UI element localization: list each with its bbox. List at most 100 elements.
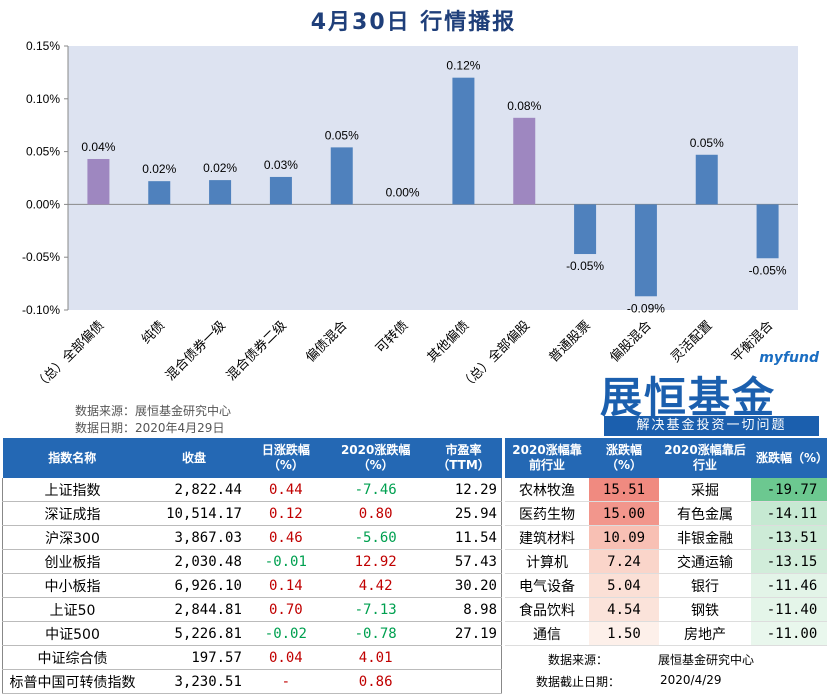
close-value: 2,030.48 — [142, 549, 246, 574]
close-value: 10,514.17 — [142, 501, 246, 526]
top-industry-change: 10.09 — [589, 525, 659, 550]
table-row: 食品饮料 4.54 钢铁 -11.40 — [505, 597, 827, 622]
x-tick-label: 普通股票 — [547, 318, 594, 365]
page-title: 4月30日 行情播报 — [310, 10, 517, 35]
top-industry: 计算机 — [505, 549, 589, 574]
x-tick-label: 混合债券一级 — [162, 318, 228, 384]
top-industry: 医药生物 — [505, 501, 589, 526]
y-tick-label: -0.05% — [22, 250, 60, 264]
bottom-industry-change: -11.00 — [751, 621, 827, 646]
top-industry: 建筑材料 — [505, 525, 589, 550]
table-row: 中小板指 6,926.10 0.14 4.42 30.20 — [2, 573, 502, 598]
close-value: 6,926.10 — [142, 573, 246, 598]
data-label: 0.05% — [325, 128, 359, 142]
brand-logo: myfund 展恒基金 解决基金投资一切问题 — [594, 350, 827, 438]
index-name: 中小板指 — [2, 573, 143, 598]
day-change: 0.70 — [245, 597, 326, 622]
table-row: 建筑材料 10.09 非银金融 -13.51 — [505, 525, 827, 550]
y-tick-label: 0.05% — [26, 145, 60, 159]
pe-value: 30.20 — [425, 573, 502, 598]
day-change: -0.02 — [245, 621, 326, 646]
ytd-change: -5.60 — [325, 525, 426, 550]
pe-value: 25.94 — [425, 501, 502, 526]
bottom-industry: 采掘 — [659, 478, 751, 502]
chart-date: 数据日期：2020年4月29日 — [75, 421, 225, 435]
table-row: 上证50 2,844.81 0.70 -7.13 8.98 — [2, 597, 502, 622]
bottom-industry: 银行 — [659, 573, 751, 598]
top-industry-change: 7.24 — [589, 549, 659, 574]
bar — [148, 181, 171, 205]
x-tick-label: 可转债 — [373, 318, 411, 356]
bar — [269, 176, 292, 205]
data-label: 0.05% — [690, 136, 724, 150]
footer-date-label: 数据截止日期： — [536, 675, 621, 689]
logo-big-text: 展恒基金 — [600, 373, 777, 422]
ytd-change: 4.42 — [325, 573, 426, 598]
bottom-industry: 交通运输 — [659, 549, 751, 574]
data-label: 0.00% — [386, 185, 420, 199]
data-label: -0.09% — [627, 301, 665, 315]
top-industry: 电气设备 — [505, 573, 589, 598]
table-row: 创业板指 2,030.48 -0.01 12.92 57.43 — [2, 549, 502, 574]
bar — [695, 154, 718, 205]
day-change: -0.01 — [245, 549, 326, 574]
index-name: 中证500 — [2, 621, 143, 646]
index-table-header-cell: 日涨跌幅（%） — [245, 438, 326, 478]
bar — [634, 204, 657, 297]
bar — [452, 77, 475, 205]
index-table-header-cell: 指数名称 — [2, 438, 143, 478]
logo-slogan: 解决基金投资一切问题 — [604, 416, 819, 436]
table-row: 上证指数 2,822.44 0.44 -7.46 12.29 — [2, 478, 502, 502]
pe-value: 27.19 — [425, 621, 502, 646]
table-row: 沪深300 3,867.03 0.46 -5.60 11.54 — [2, 525, 502, 550]
bottom-industry: 非银金融 — [659, 525, 751, 550]
bottom-industry-change: -19.77 — [751, 478, 827, 502]
ytd-change: -0.78 — [325, 621, 426, 646]
table-row: 计算机 7.24 交通运输 -13.15 — [505, 549, 827, 574]
logo-small-text: myfund — [759, 350, 819, 366]
data-label: 0.03% — [264, 158, 298, 172]
table-row: 深证成指 10,514.17 0.12 0.80 25.94 — [2, 501, 502, 526]
top-industry: 农林牧渔 — [505, 478, 589, 502]
bottom-industry-change: -13.51 — [751, 525, 827, 550]
close-value: 197.57 — [142, 645, 246, 670]
data-label: 0.08% — [507, 99, 541, 113]
data-label: -0.05% — [749, 263, 787, 277]
bottom-industry-change: -11.46 — [751, 573, 827, 598]
pe-value: 8.98 — [425, 597, 502, 622]
industry-table-header-cell: 2020涨幅靠后行业 — [659, 438, 751, 478]
footer-source-label: 数据来源： — [548, 653, 609, 667]
y-tick-label: -0.10% — [22, 303, 60, 317]
table-row: 中证500 5,226.81 -0.02 -0.78 27.19 — [2, 621, 502, 646]
y-tick-label: 0.10% — [26, 92, 60, 106]
footer-date: 2020/4/29 — [660, 673, 722, 687]
bar — [574, 204, 597, 255]
ytd-change: 0.80 — [325, 501, 426, 526]
index-name: 沪深300 — [2, 525, 143, 550]
index-table-header-cell: 2020涨跌幅（%） — [325, 438, 426, 478]
top-industry-change: 4.54 — [589, 597, 659, 622]
industry-table: 2020涨幅靠前行业 涨跌幅（%） 2020涨幅靠后行业 涨跌幅（%） 农林牧渔 15.… — [505, 438, 827, 646]
industry-table-header-cell: 2020涨幅靠前行业 — [505, 438, 589, 478]
pe-value: 11.54 — [425, 525, 502, 550]
bottom-industry: 钢铁 — [659, 597, 751, 622]
top-industry-change: 15.51 — [589, 478, 659, 502]
pe-value: 12.29 — [425, 478, 502, 502]
footer-source: 展恒基金研究中心 — [658, 653, 755, 667]
ytd-change: 4.01 — [325, 645, 426, 670]
bar — [513, 117, 536, 205]
bar — [756, 204, 779, 259]
x-tick-label: （总）全部偏债 — [32, 318, 108, 394]
table-row: 农林牧渔 15.51 采掘 -19.77 — [505, 478, 827, 502]
index-name: 深证成指 — [2, 501, 143, 526]
bottom-industry: 房地产 — [659, 621, 751, 646]
pe-value — [425, 645, 502, 670]
table-row: 电气设备 5.04 银行 -11.46 — [505, 573, 827, 598]
bar-chart-svg: -0.10% -0.05% 0.00% 0.05% 0.10% 0.15% 0.04% （总）… — [22, 39, 798, 394]
bar — [209, 180, 232, 205]
index-table: 指数名称 收盘 日涨跌幅（%） 2020涨跌幅（%） 市盈率（TTM） 上证指数 2,82… — [2, 438, 502, 694]
top-industry-change: 15.00 — [589, 501, 659, 526]
bottom-industry: 有色金属 — [659, 501, 751, 526]
ytd-change: -7.13 — [325, 597, 426, 622]
index-table-header-cell: 市盈率（TTM） — [425, 438, 502, 478]
